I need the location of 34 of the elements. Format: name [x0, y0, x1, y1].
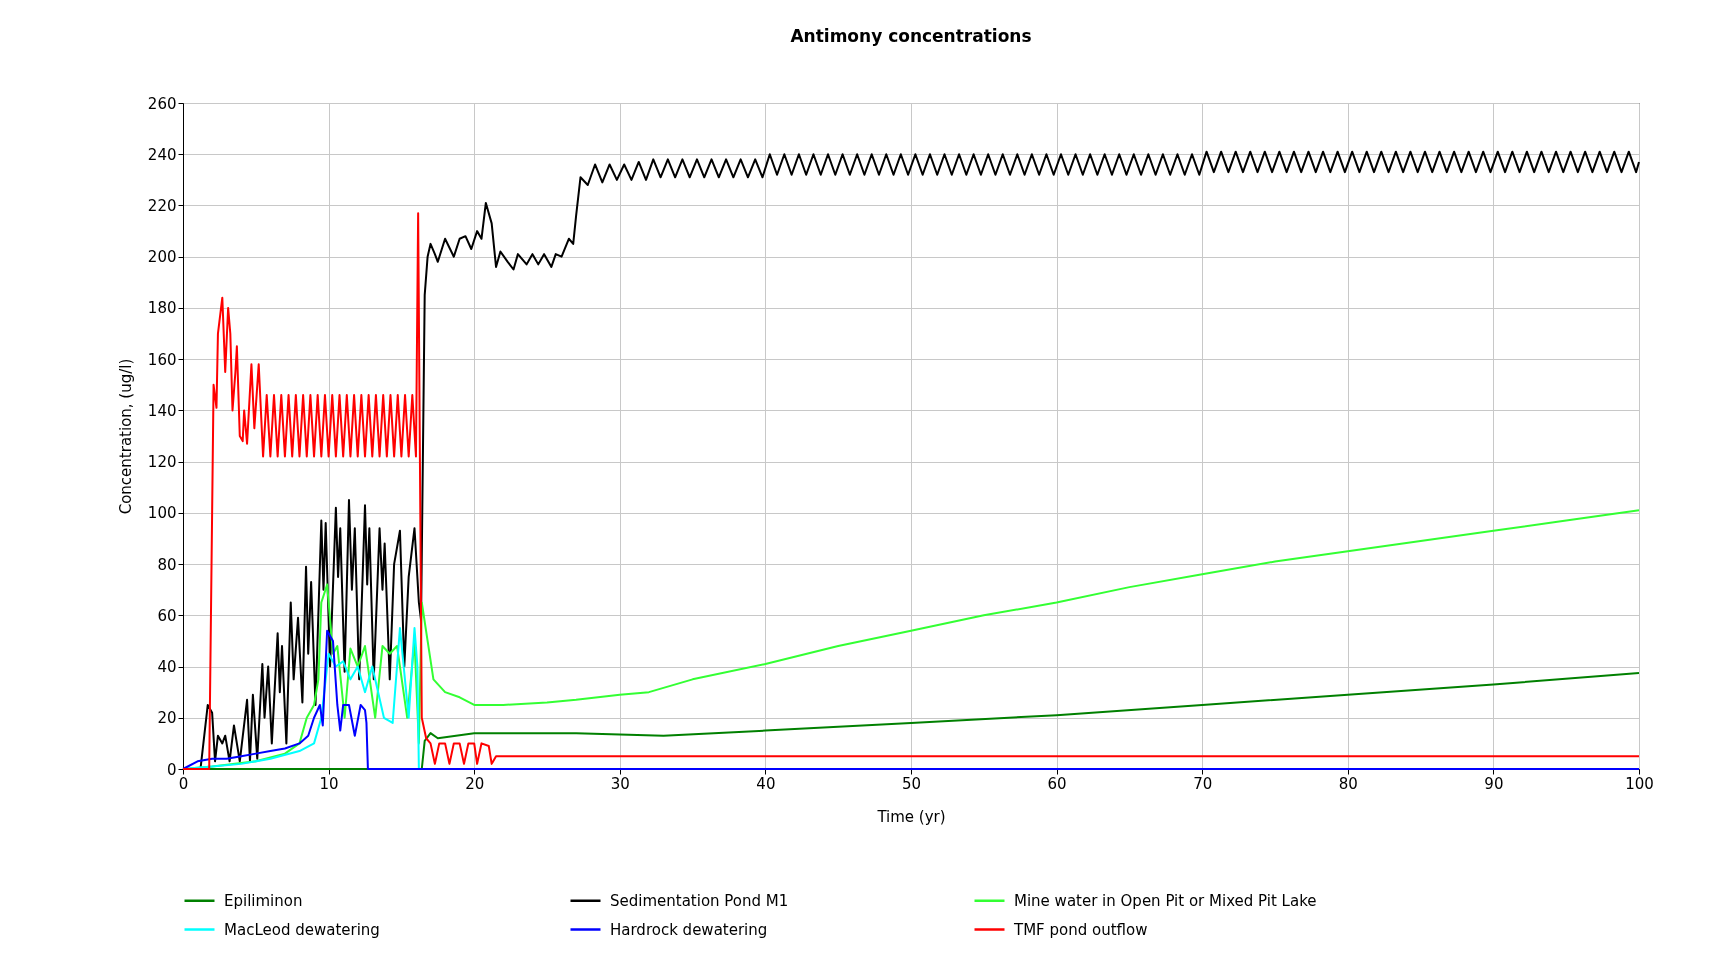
legend-label: TMF pond outflow [1013, 920, 1148, 939]
y-tick-label: 200 [147, 248, 177, 267]
x-axis-title: Time (yr) [876, 807, 946, 826]
x-tick-label: 40 [756, 774, 776, 793]
legend-label: Epiliminon [224, 891, 303, 910]
y-tick-label: 260 [147, 94, 177, 113]
legend-label: Mine water in Open Pit or Mixed Pit Lake [1014, 891, 1317, 910]
x-tick-label: 20 [465, 774, 485, 793]
chart-title: Antimony concentrations [790, 26, 1032, 46]
x-tick-label: 90 [1484, 774, 1504, 793]
y-tick-label: 100 [147, 504, 177, 523]
legend-label: Hardrock dewatering [610, 920, 768, 939]
y-axis-title: Concentration, (ug/l) [116, 358, 135, 515]
y-tick-label: 60 [157, 606, 177, 625]
x-tick-label: 30 [610, 774, 630, 793]
x-tick-label: 60 [1047, 774, 1067, 793]
legend-label: MacLeod dewatering [224, 920, 380, 939]
y-tick-label: 220 [147, 196, 177, 215]
y-tick-label: 240 [147, 145, 177, 164]
x-tick-label: 10 [319, 774, 339, 793]
x-tick-label: 80 [1338, 774, 1358, 793]
y-tick-label: 40 [157, 658, 177, 677]
legend-label: Sedimentation Pond M1 [610, 891, 789, 910]
y-tick-label: 140 [147, 401, 177, 420]
x-tick-label: 70 [1193, 774, 1213, 793]
x-tick-label: 100 [1625, 774, 1654, 793]
y-tick-label: 120 [147, 453, 177, 472]
y-tick-label: 80 [157, 555, 177, 574]
y-tick-label: 180 [147, 299, 177, 318]
y-tick-label: 160 [147, 350, 177, 369]
x-tick-label: 0 [178, 774, 189, 793]
x-tick-label: 50 [901, 774, 922, 793]
y-tick-label: 20 [157, 709, 177, 728]
y-tick-label: 0 [166, 760, 177, 779]
